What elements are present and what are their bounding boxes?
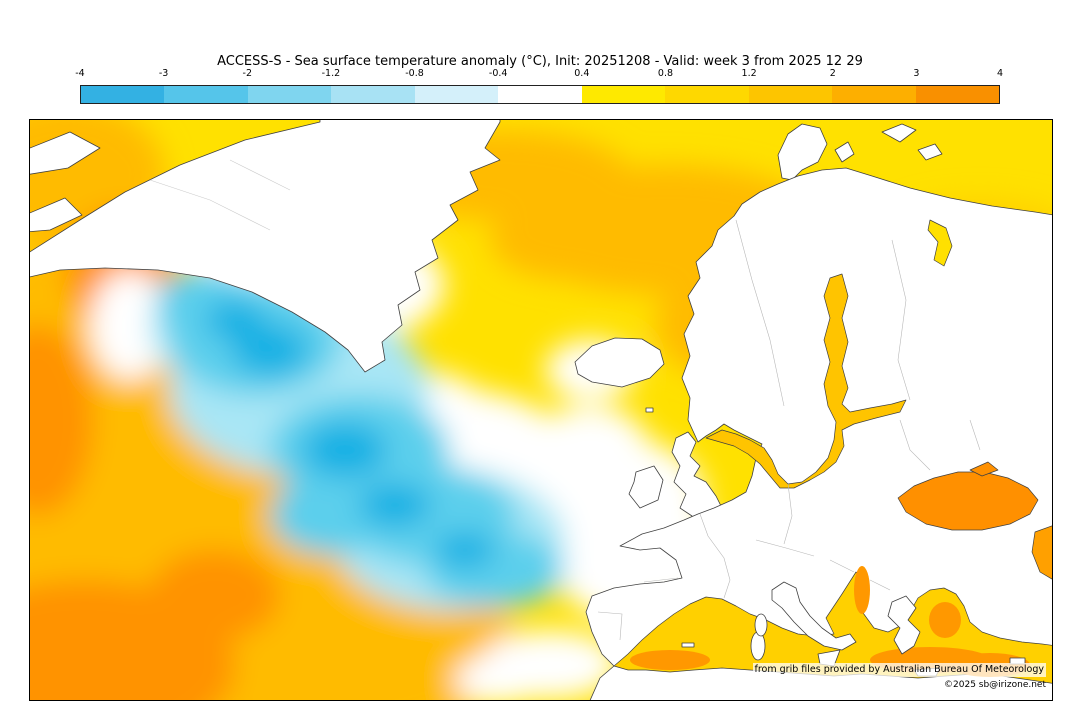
land-canadian-arctic-2: [30, 197, 83, 233]
sea-baltic: [705, 273, 907, 489]
colorbar-tick-label: 0.4: [574, 68, 590, 79]
map-area: from grib files provided by Australian B…: [29, 119, 1053, 701]
colorbar-segment: [665, 86, 749, 103]
colorbar-segment: [748, 86, 833, 103]
credit-provider: from grib files provided by Australian B…: [752, 662, 1046, 677]
colorbar-tick-label: -0.8: [405, 68, 424, 79]
land-svalbard-2: [834, 141, 855, 163]
colorbar-tick-label: 2: [829, 68, 836, 79]
land-canadian-arctic: [30, 131, 101, 175]
colorbar-tick-label: 1.2: [741, 68, 757, 79]
map-credits: from grib files provided by Australian B…: [752, 655, 1046, 692]
sea-black-sea: [897, 471, 1039, 531]
colorbar: -4 -3 -2 -1.2 -0.8 -0.4 0.4 0.8 1.2 2 3 4: [75, 68, 1004, 108]
colorbar-tick-label: -4: [75, 68, 85, 79]
land-corsica: [754, 613, 768, 637]
colorbar-segment: [81, 86, 165, 103]
colorbar-tick-label: 4: [996, 68, 1004, 79]
colorbar-ticks: -4 -3 -2 -1.2 -0.8 -0.4 0.4 0.8 1.2 2 3 4: [75, 68, 1004, 82]
colorbar-tick-label: -0.4: [488, 68, 508, 79]
country-borders: [149, 159, 981, 641]
colorbar-tick-label: -1.2: [321, 68, 341, 79]
colorbar-segment: [331, 86, 415, 103]
land-balearics: [681, 642, 695, 648]
land-greece: [887, 595, 921, 655]
land-faroe: [645, 407, 654, 413]
inner-seas: [613, 219, 1052, 684]
land-arctic-island: [881, 123, 917, 143]
colorbar-tick-label: 0.8: [657, 68, 674, 79]
colorbar-tick-label: -2: [242, 68, 253, 79]
colorbar-tick-label: 3: [913, 68, 920, 79]
colorbar-segment: [247, 86, 332, 103]
colorbar-bar: [80, 85, 1000, 104]
colorbar-segment: [498, 86, 582, 103]
credit-copyright: ©2025 sb@irizone.net: [944, 679, 1046, 690]
sst-anomaly-map: [30, 120, 1052, 700]
land-svalbard: [777, 123, 828, 181]
colorbar-segment: [164, 86, 248, 103]
sea-white-sea: [927, 219, 953, 267]
land-ireland: [628, 465, 664, 509]
landmasses: [30, 120, 1052, 700]
sea-azov: [969, 461, 999, 477]
colorbar-segment: [832, 86, 916, 103]
sea-caspian: [1031, 525, 1052, 580]
colorbar-segment: [915, 86, 999, 103]
land-arctic-island-2: [917, 143, 943, 161]
figure-title: ACCESS-S - Sea surface temperature anoma…: [217, 54, 863, 69]
colorbar-tick-label: -3: [158, 68, 169, 79]
land-greenland: [30, 120, 501, 373]
land-italy: [771, 581, 857, 651]
colorbar-segment: [414, 86, 499, 103]
colorbar-segment: [581, 86, 666, 103]
land-iceland: [574, 337, 665, 388]
